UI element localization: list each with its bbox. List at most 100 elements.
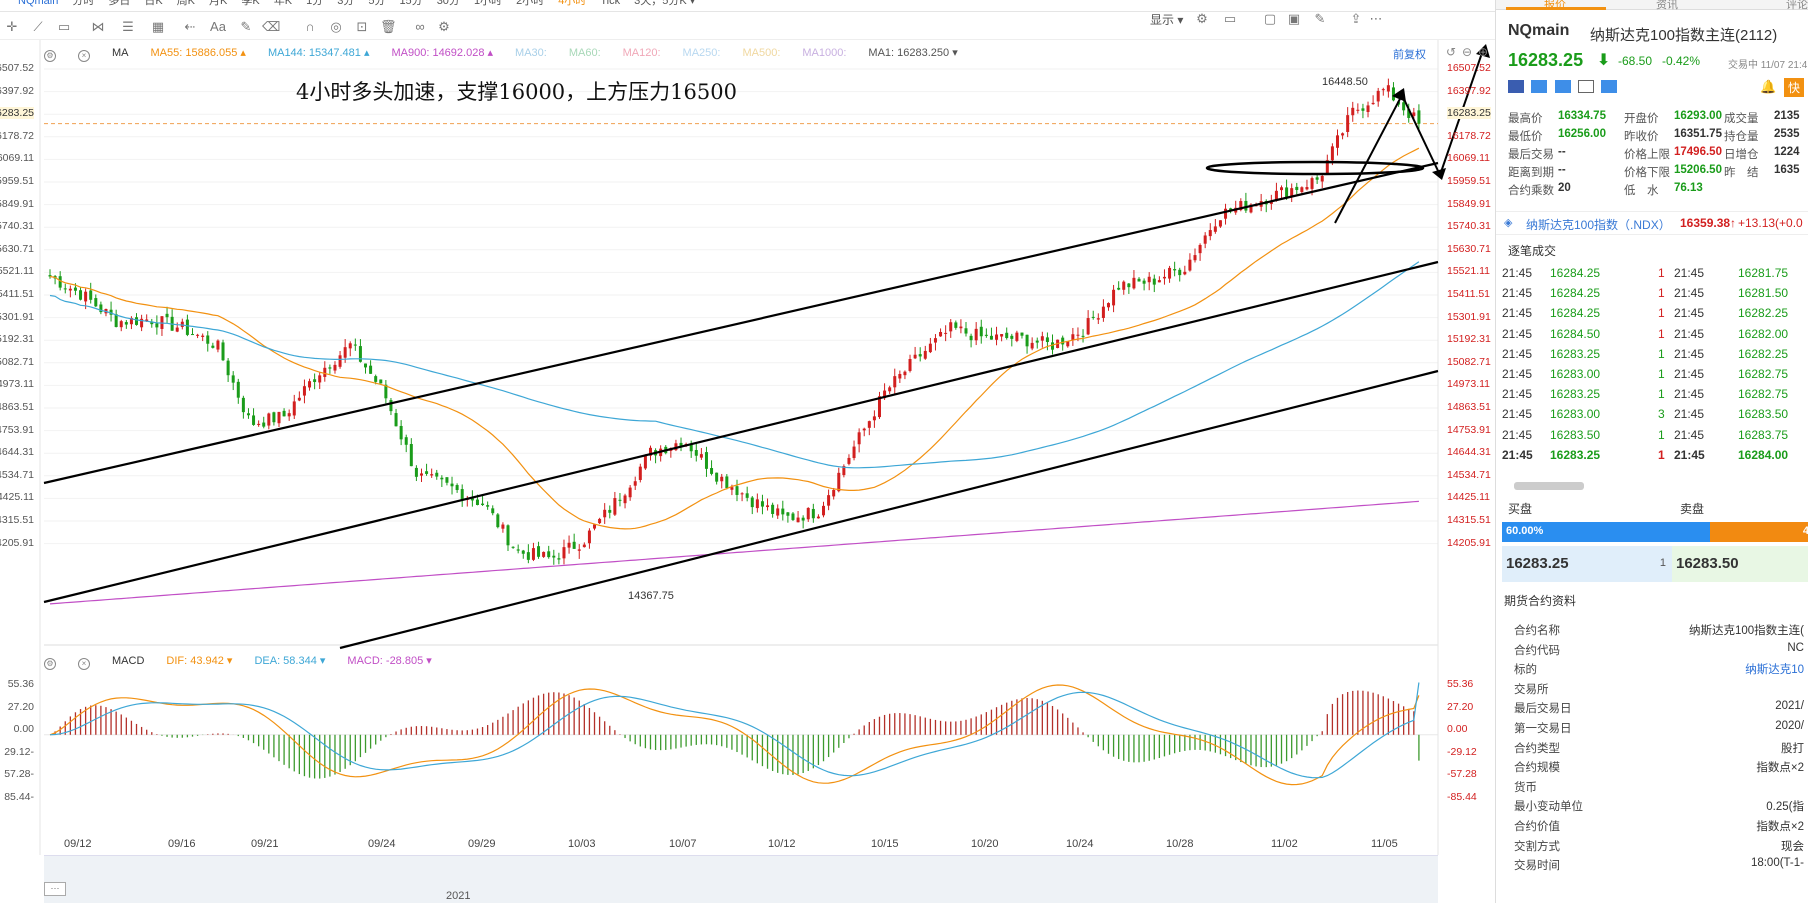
contract-key: 交易所 [1514,683,1549,696]
macd-legend-item[interactable]: MACD: -28.805 ▾ [347,655,432,667]
link-icon[interactable]: ∞ [415,19,425,34]
layout-icon[interactable]: ▢ [1263,11,1277,26]
period-tab[interactable]: 日K [144,0,163,7]
ma-legend-item[interactable]: MA250: [682,47,721,59]
candle-body [155,323,159,328]
delete-icon[interactable]: 🗑 [380,19,397,34]
snapshot-icon[interactable]: ▣ [1287,11,1301,26]
price-adjust-toggle[interactable]: 前复权 [1393,49,1426,61]
candle-body [1035,340,1039,343]
period-tab[interactable]: Tick [600,0,621,7]
ma-legend-item[interactable]: MA900: 14692.028 ▴ [391,47,494,59]
period-tab[interactable]: 4小时 [558,0,587,7]
horizontal-scrollbar[interactable] [1514,482,1584,490]
timeline-scroller[interactable]: ··· [44,855,1438,903]
index-name[interactable]: 纳斯达克100指数（.NDX） [1526,218,1671,232]
price-axis-label: 15192.31 [1447,333,1491,346]
settings-icon[interactable]: ⚙ [1196,11,1208,26]
quick-trade-button[interactable]: 快 [1784,78,1805,97]
candle-body [552,555,556,558]
kline-chart[interactable]: 16448.50 14367.75 ⚙ × MA MA55: 15886.055 ▴ MA… [0,40,1495,903]
candle-body [1320,175,1324,182]
period-tab[interactable]: 2小时 [516,0,545,7]
eraser-tool-icon[interactable]: ⌫ [262,19,281,34]
close-icon[interactable]: × [78,658,90,670]
chart-canvas[interactable]: 16448.50 14367.75 [0,40,1495,903]
macd-label[interactable]: MACD [112,655,145,667]
gear-icon[interactable]: ⚙ [44,50,56,62]
period-tab[interactable]: 年K [273,0,293,7]
line-tool-icon[interactable]: ⟋ [33,19,43,34]
ma-legend-item[interactable]: MA144: 15347.481 ▴ [267,47,370,59]
period-tab[interactable]: 5分 [368,0,386,7]
period-tab[interactable]: 3分 [337,0,355,7]
macd-legend-item[interactable]: DIF: 43.942 ▾ [166,655,233,667]
gear-icon[interactable]: ⚙ [44,658,56,670]
period-tab[interactable]: 多日 [108,0,131,7]
macd-legend-item[interactable]: DEA: 58.344 ▾ [254,655,326,667]
more-icon[interactable]: ⋯ [1369,11,1383,26]
price-axis-label-left: 15740.31 [0,220,34,233]
period-tab[interactable]: 分时 [72,0,95,7]
crosshair-icon[interactable]: ✛ [6,19,18,34]
lock-icon[interactable]: ⊡ [356,19,368,34]
candle-body [1218,220,1222,227]
period-tab[interactable]: 1分 [306,0,324,7]
period-tab[interactable]: 1小时 [473,0,503,7]
zoom-in-icon[interactable]: ⊕ [1478,45,1489,59]
ma-legend-item[interactable]: MA1000: [802,47,847,59]
index-bar[interactable]: ◈ 纳斯达克100指数（.NDX） 16359.38↑ +13.13(+0.0 [1496,211,1808,235]
tick-row: 21:45 16284.25 1 21:45 16281.75 [1502,266,1802,286]
candle-body [323,367,327,377]
symbol-tab[interactable]: NQmain [18,0,59,7]
period-tab[interactable]: 周K [176,0,196,7]
display-dropdown[interactable]: 显示 ▾ [1150,13,1184,27]
share-icon[interactable] [1601,80,1618,93]
candle-body [582,544,586,548]
settings-gear-icon[interactable]: ⚙ [438,19,450,34]
scroll-handle[interactable]: ··· [44,882,66,896]
tab-quote[interactable]: 报价 [1544,0,1566,11]
period-tab[interactable]: 30分 [436,0,460,7]
candle-body [201,335,205,337]
channel-tool-icon[interactable]: ☰ [122,19,134,34]
period-tab[interactable]: 季K [241,0,260,7]
user-icon[interactable] [1554,80,1571,93]
app-icon[interactable] [1531,80,1548,93]
ma-legend-item[interactable]: MA55: 15886.055 ▴ [150,47,246,59]
share-icon[interactable]: ⇪ [1350,11,1362,26]
bid-box[interactable]: 16283.25 1 [1502,546,1672,582]
fibonacci-tool-icon[interactable]: ⋈ [91,19,105,34]
arrow-tool-icon[interactable]: ⇠ [184,19,196,34]
candle-body [175,327,179,332]
draw-icon[interactable]: ✎ [1314,11,1326,26]
brush-tool-icon[interactable]: ✎ [240,19,252,34]
note-icon[interactable] [1578,80,1595,93]
hide-drawing-icon[interactable]: ◎ [330,19,342,34]
text-tool-icon[interactable]: Aa [210,19,226,34]
ask-box[interactable]: 16283.50 [1672,546,1808,582]
quote-field-value: 17496.50 [1674,146,1722,158]
rectangle-tool-icon[interactable]: ▭ [57,19,71,34]
ma-label[interactable]: MA [112,47,129,59]
contract-row: 最小变动单位 0.25(指 [1514,798,1804,818]
ma-legend-item[interactable]: MA500: [742,47,781,59]
tab-comments[interactable]: 评论 [1786,0,1808,11]
period-tab[interactable]: 3天，5分K ▾ [634,0,696,7]
undo-icon[interactable]: ↺ [1446,45,1457,59]
ma-legend-item[interactable]: MA30: [515,47,547,59]
period-tab[interactable]: 月K [209,0,228,7]
ma-legend-item[interactable]: MA120: [622,47,661,59]
macd-axis-label: -85.44 [1447,791,1477,803]
ma-legend-item[interactable]: MA1: 16283.250 ▾ [868,47,958,59]
window-icon[interactable]: ▭ [1223,11,1237,26]
period-tab[interactable]: 15分 [399,0,423,7]
contract-value[interactable]: 纳斯达克10 [1745,664,1804,677]
measure-tool-icon[interactable]: ▦ [151,19,165,34]
ma-legend-item[interactable]: MA60: [568,47,601,59]
bell-icon[interactable]: 🔔 [1760,79,1777,94]
close-icon[interactable]: × [78,50,90,62]
zoom-out-icon[interactable]: ⊖ [1462,45,1473,59]
magnet-icon[interactable]: ∩ [305,19,315,34]
tab-news[interactable]: 资讯 [1656,0,1678,11]
